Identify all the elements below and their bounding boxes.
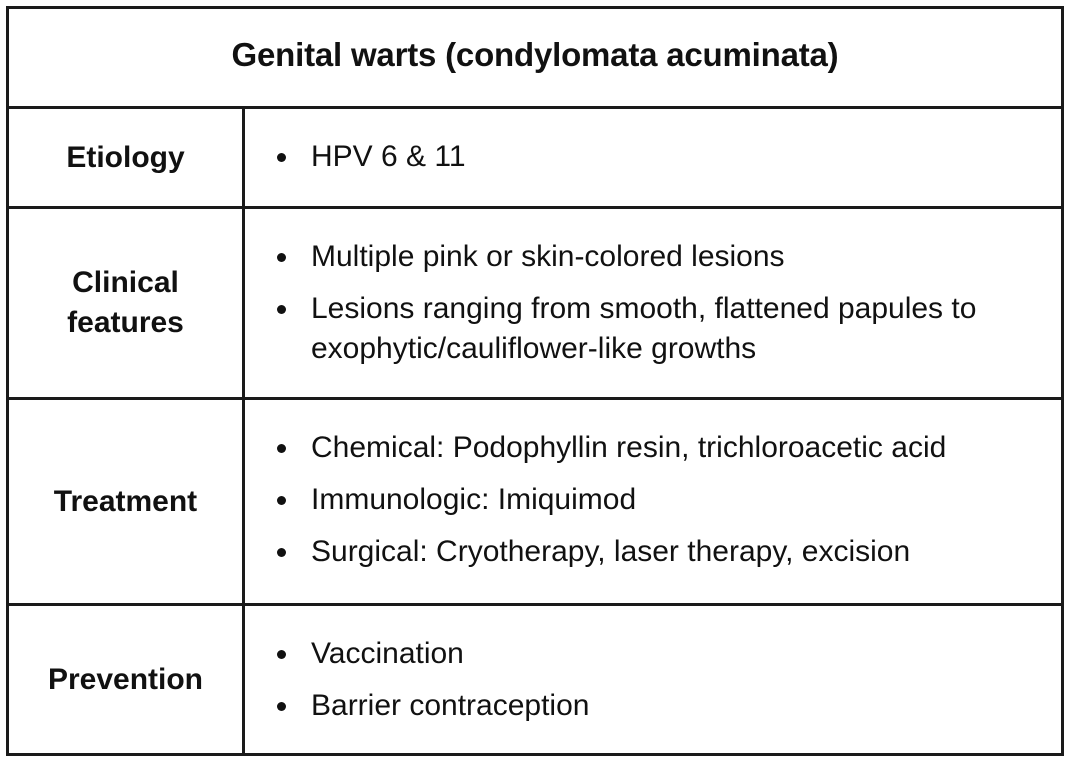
list-item-text: Lesions ranging from smooth, flattened p…: [311, 292, 977, 365]
list-item-text: HPV 6 & 11: [311, 140, 466, 173]
row-prevention: Prevention Vaccination Barrier contracep…: [9, 606, 1061, 753]
row-content-cell: HPV 6 & 11: [245, 109, 1061, 206]
row-label-cell: Prevention: [9, 606, 245, 753]
bullet-icon: [277, 496, 286, 505]
bullet-icon: [277, 253, 286, 262]
list-item: Lesions ranging from smooth, flattened p…: [271, 289, 1043, 369]
bullet-icon: [277, 548, 286, 557]
bullet-list: HPV 6 & 11: [271, 137, 1043, 177]
list-item: Multiple pink or skin-colored lesions: [271, 237, 1043, 277]
row-label-treatment: Treatment: [53, 484, 198, 518]
list-item-text: Vaccination: [311, 637, 464, 670]
bullet-icon: [277, 305, 286, 314]
list-item: Surgical: Cryotherapy, laser therapy, ex…: [271, 532, 1043, 572]
list-item-text: Chemical: Podophyllin resin, trichloroac…: [311, 431, 947, 464]
info-table: Genital warts (condylomata acuminata) Et…: [6, 6, 1064, 756]
row-etiology: Etiology HPV 6 & 11: [9, 109, 1061, 209]
row-label-prevention: Prevention: [47, 662, 204, 696]
bullet-icon: [277, 650, 286, 659]
row-content-cell: Vaccination Barrier contraception: [245, 606, 1061, 753]
table-title: Genital warts (condylomata acuminata): [231, 35, 839, 73]
bullet-list: Vaccination Barrier contraception: [271, 634, 1043, 726]
list-item-text: Multiple pink or skin-colored lesions: [311, 240, 785, 273]
row-label-cell: Clinical features: [9, 209, 245, 397]
bullet-icon: [277, 702, 286, 711]
row-content-cell: Multiple pink or skin-colored lesions Le…: [245, 209, 1061, 397]
list-item-text: Immunologic: Imiquimod: [311, 483, 637, 516]
table-title-row: Genital warts (condylomata acuminata): [9, 9, 1061, 109]
bullet-list: Chemical: Podophyllin resin, trichloroac…: [271, 428, 1043, 572]
list-item-text: Surgical: Cryotherapy, laser therapy, ex…: [311, 535, 911, 568]
bullet-icon: [277, 153, 286, 162]
bullet-list: Multiple pink or skin-colored lesions Le…: [271, 237, 1043, 369]
list-item: HPV 6 & 11: [271, 137, 1043, 177]
row-label-etiology: Etiology: [66, 140, 185, 174]
row-clinical-features: Clinical features Multiple pink or skin-…: [9, 209, 1061, 400]
list-item-text: Barrier contraception: [311, 689, 590, 722]
list-item: Chemical: Podophyllin resin, trichloroac…: [271, 428, 1043, 468]
list-item: Immunologic: Imiquimod: [271, 480, 1043, 520]
list-item: Vaccination: [271, 634, 1043, 674]
row-content-cell: Chemical: Podophyllin resin, trichloroac…: [245, 400, 1061, 603]
row-label-cell: Treatment: [9, 400, 245, 603]
bullet-icon: [277, 444, 286, 453]
row-label-clinical-features: Clinical features: [67, 266, 184, 339]
row-treatment: Treatment Chemical: Podophyllin resin, t…: [9, 400, 1061, 606]
list-item: Barrier contraception: [271, 686, 1043, 726]
row-label-cell: Etiology: [9, 109, 245, 206]
